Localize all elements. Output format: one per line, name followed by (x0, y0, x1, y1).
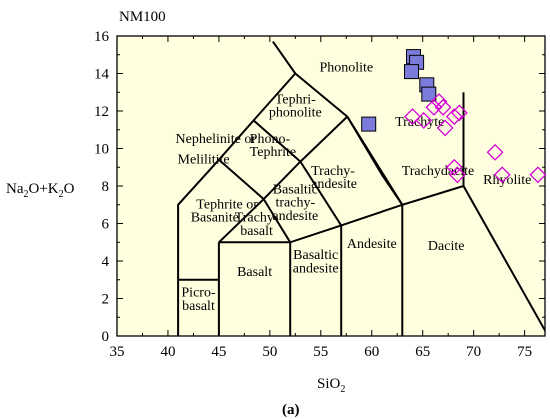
field-boundary-line (218, 159, 292, 243)
plot-area (117, 36, 545, 336)
y-tick-label: 6 (102, 217, 110, 233)
field-label: andesite (311, 177, 357, 192)
diamond-marker (415, 111, 433, 129)
y-tick-label: 10 (94, 142, 109, 158)
field-label: Phonolite (319, 61, 373, 76)
x-tick-label: 75 (517, 344, 532, 360)
field-label: Melilitite (178, 153, 230, 168)
x-tick-label: 55 (313, 344, 328, 360)
field-boundary-line (346, 116, 404, 206)
diamond-marker (486, 143, 504, 161)
axis-ticks: 35 40 45 50 55 60 65 70 75 0 2 4 6 8 10 12 14 16 (94, 29, 545, 360)
classification-field-boundaries (177, 41, 545, 336)
field-label: Basaltic (273, 183, 318, 198)
field-label: Basaltic (293, 248, 338, 263)
field-label: Trachy- (235, 211, 279, 226)
diamond-marker (450, 104, 468, 122)
field-boundary-line (218, 203, 403, 244)
y-tick-label: 0 (102, 329, 110, 345)
field-label: Trachydacite (402, 164, 475, 179)
square-marker (404, 64, 419, 80)
field-label: Phono- (250, 132, 291, 147)
field-label: Tephrite or (196, 198, 258, 213)
field-label: Dacite (428, 239, 465, 254)
field-label: trachy- (275, 196, 315, 211)
field-boundary-line (252, 119, 343, 226)
y-tick-label: 8 (102, 179, 110, 195)
diamond-marker (404, 108, 421, 126)
field-label: Basanite (191, 211, 239, 226)
figure-caption: (a) (282, 402, 300, 418)
field-label: Andesite (347, 237, 397, 252)
diamond-marker (448, 166, 466, 184)
y-tick-label: 4 (102, 254, 110, 270)
square-marker (361, 116, 377, 132)
field-boundary-line (177, 72, 545, 336)
field-label: Picro- (181, 286, 216, 301)
x-tick-label: 40 (160, 344, 175, 360)
field-label: andesite (293, 261, 339, 276)
field-labels: PhonoliteTephri-phonoliteTrachyteNepheli… (176, 61, 532, 314)
x-tick-label: 45 (211, 344, 226, 360)
field-label: Basalt (237, 265, 272, 280)
field-boundary-line (218, 115, 348, 244)
y-axis-label: Na2O+K2O (6, 181, 75, 200)
y-tick-label: 12 (94, 104, 109, 120)
data-points (361, 49, 547, 184)
x-tick-label: 35 (110, 344, 125, 360)
diamond-marker (436, 119, 454, 137)
field-label: Tephri- (275, 93, 316, 108)
diamond-marker (430, 93, 448, 111)
field-label: phonolite (269, 106, 322, 121)
x-axis-label: SiO2 (317, 376, 345, 395)
field-label: andesite (272, 209, 318, 224)
chart-title: NM100 (119, 9, 166, 25)
diamond-marker (445, 158, 463, 176)
field-label: Tephrite (250, 145, 296, 160)
diamond-marker (445, 108, 463, 126)
x-tick-label: 70 (466, 344, 481, 360)
field-label: Trachy- (311, 164, 355, 179)
field-label: Nephelinite or (176, 132, 257, 147)
x-tick-label: 50 (262, 344, 277, 360)
y-tick-label: 16 (94, 29, 110, 45)
x-tick-label: 60 (364, 344, 379, 360)
diamond-marker (434, 98, 452, 116)
diamond-marker (493, 166, 511, 184)
y-tick-label: 14 (94, 67, 110, 83)
field-label: basalt (182, 299, 215, 314)
field-label: Rhyolite (483, 173, 531, 188)
field-boundary-line (272, 41, 297, 75)
square-marker (421, 86, 437, 102)
diamond-marker (529, 166, 547, 184)
field-label: basalt (240, 224, 273, 239)
x-tick-label: 65 (415, 344, 430, 360)
y-tick-label: 2 (102, 292, 110, 308)
